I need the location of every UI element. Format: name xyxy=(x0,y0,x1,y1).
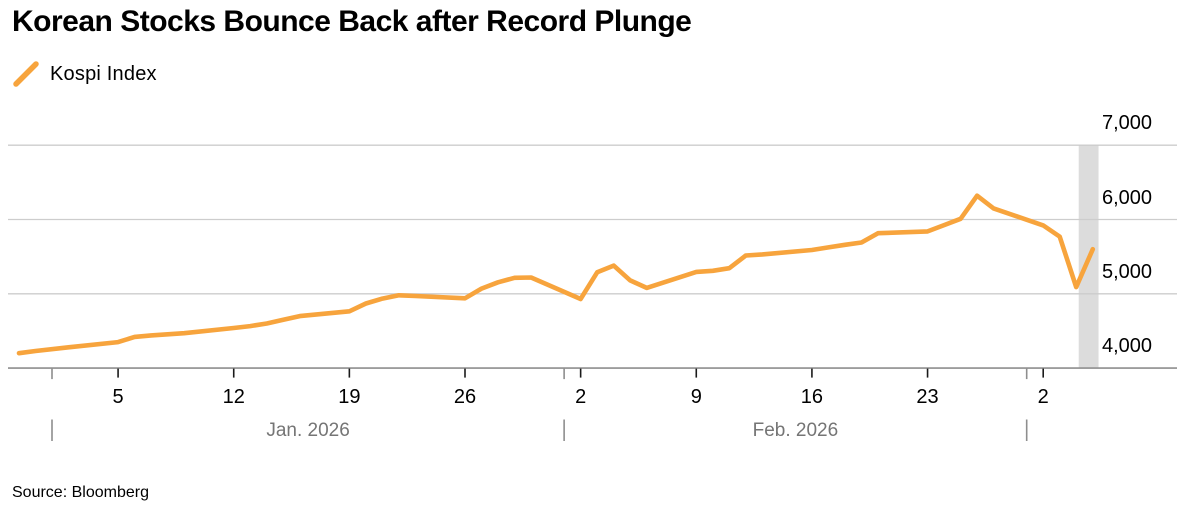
x-axis-day-label: 19 xyxy=(338,386,361,408)
x-axis-day-label: 23 xyxy=(916,386,939,408)
legend-label: Kospi Index xyxy=(50,62,157,85)
y-axis-label: 4,000 xyxy=(1102,335,1153,358)
kospi-index-line xyxy=(16,193,1096,356)
x-axis-day-label: 16 xyxy=(800,386,824,408)
x-axis-month-label: Jan. 2026 xyxy=(266,420,350,441)
source-note: Source: Bloomberg xyxy=(12,484,149,501)
y-axis-label: 6,000 xyxy=(1102,186,1153,209)
legend: Kospi Index xyxy=(12,60,157,88)
x-axis-month-label: Feb. 2026 xyxy=(752,420,839,441)
x-axis-day-label: 12 xyxy=(222,386,245,408)
y-axis-label: 7,000 xyxy=(1102,112,1153,135)
x-axis-day-label: 26 xyxy=(453,386,477,408)
x-axis-day-label: 2 xyxy=(575,386,587,408)
x-axis-day-label: 9 xyxy=(690,386,702,408)
y-axis-label: 5,000 xyxy=(1102,260,1153,283)
chart-title: Korean Stocks Bounce Back after Record P… xyxy=(12,5,692,38)
kospi-line-legend-icon xyxy=(13,61,39,87)
x-axis-day-label: 2 xyxy=(1037,386,1049,408)
x-axis-day-label: 5 xyxy=(112,386,124,408)
